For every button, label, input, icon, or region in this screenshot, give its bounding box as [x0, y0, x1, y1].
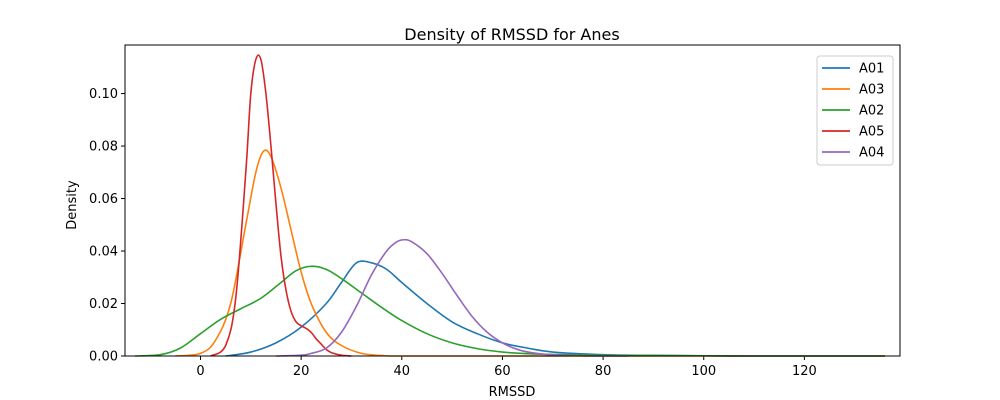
x-tick-label: 100 [691, 364, 716, 379]
x-tick-label: 20 [293, 364, 310, 379]
y-axis-label: Density [65, 180, 80, 230]
y-tick-label: 0.00 [89, 350, 118, 365]
plot-frame [124, 44, 901, 357]
y-tick-label: 0.02 [89, 297, 118, 312]
series-line-a03 [175, 149, 885, 357]
x-axis-label: RMSSD [489, 385, 536, 400]
legend-label-a05: A05 [859, 125, 884, 140]
x-tick-label: 40 [394, 364, 411, 379]
x-tick-label: 120 [792, 364, 817, 379]
y-tick-label: 0.08 [89, 140, 118, 155]
legend: A01 A03 A02 A05 A04 [816, 55, 894, 166]
y-axis-ticks: 0.00 0.02 0.04 0.06 0.08 0.10 [89, 87, 125, 365]
legend-label-a02: A02 [859, 104, 884, 119]
series-line-a04 [275, 238, 629, 357]
series-line-a05 [210, 54, 352, 357]
legend-label-a03: A03 [859, 83, 884, 98]
legend-box [816, 55, 894, 166]
legend-label-a04: A04 [859, 146, 884, 161]
series-line-a02 [135, 265, 885, 357]
series-line-a01 [225, 260, 885, 357]
y-tick-label: 0.06 [89, 192, 118, 207]
x-tick-label: 60 [494, 364, 511, 379]
y-tick-label: 0.04 [89, 245, 118, 260]
x-tick-label: 0 [196, 364, 204, 379]
x-tick-label: 80 [595, 364, 612, 379]
y-tick-label: 0.10 [89, 87, 118, 102]
legend-label-a01: A01 [859, 62, 884, 77]
chart-title: Density of RMSSD for Anes [404, 25, 619, 44]
x-axis-ticks: 0 20 40 60 80 100 120 [196, 356, 817, 379]
series-lines [135, 54, 885, 357]
